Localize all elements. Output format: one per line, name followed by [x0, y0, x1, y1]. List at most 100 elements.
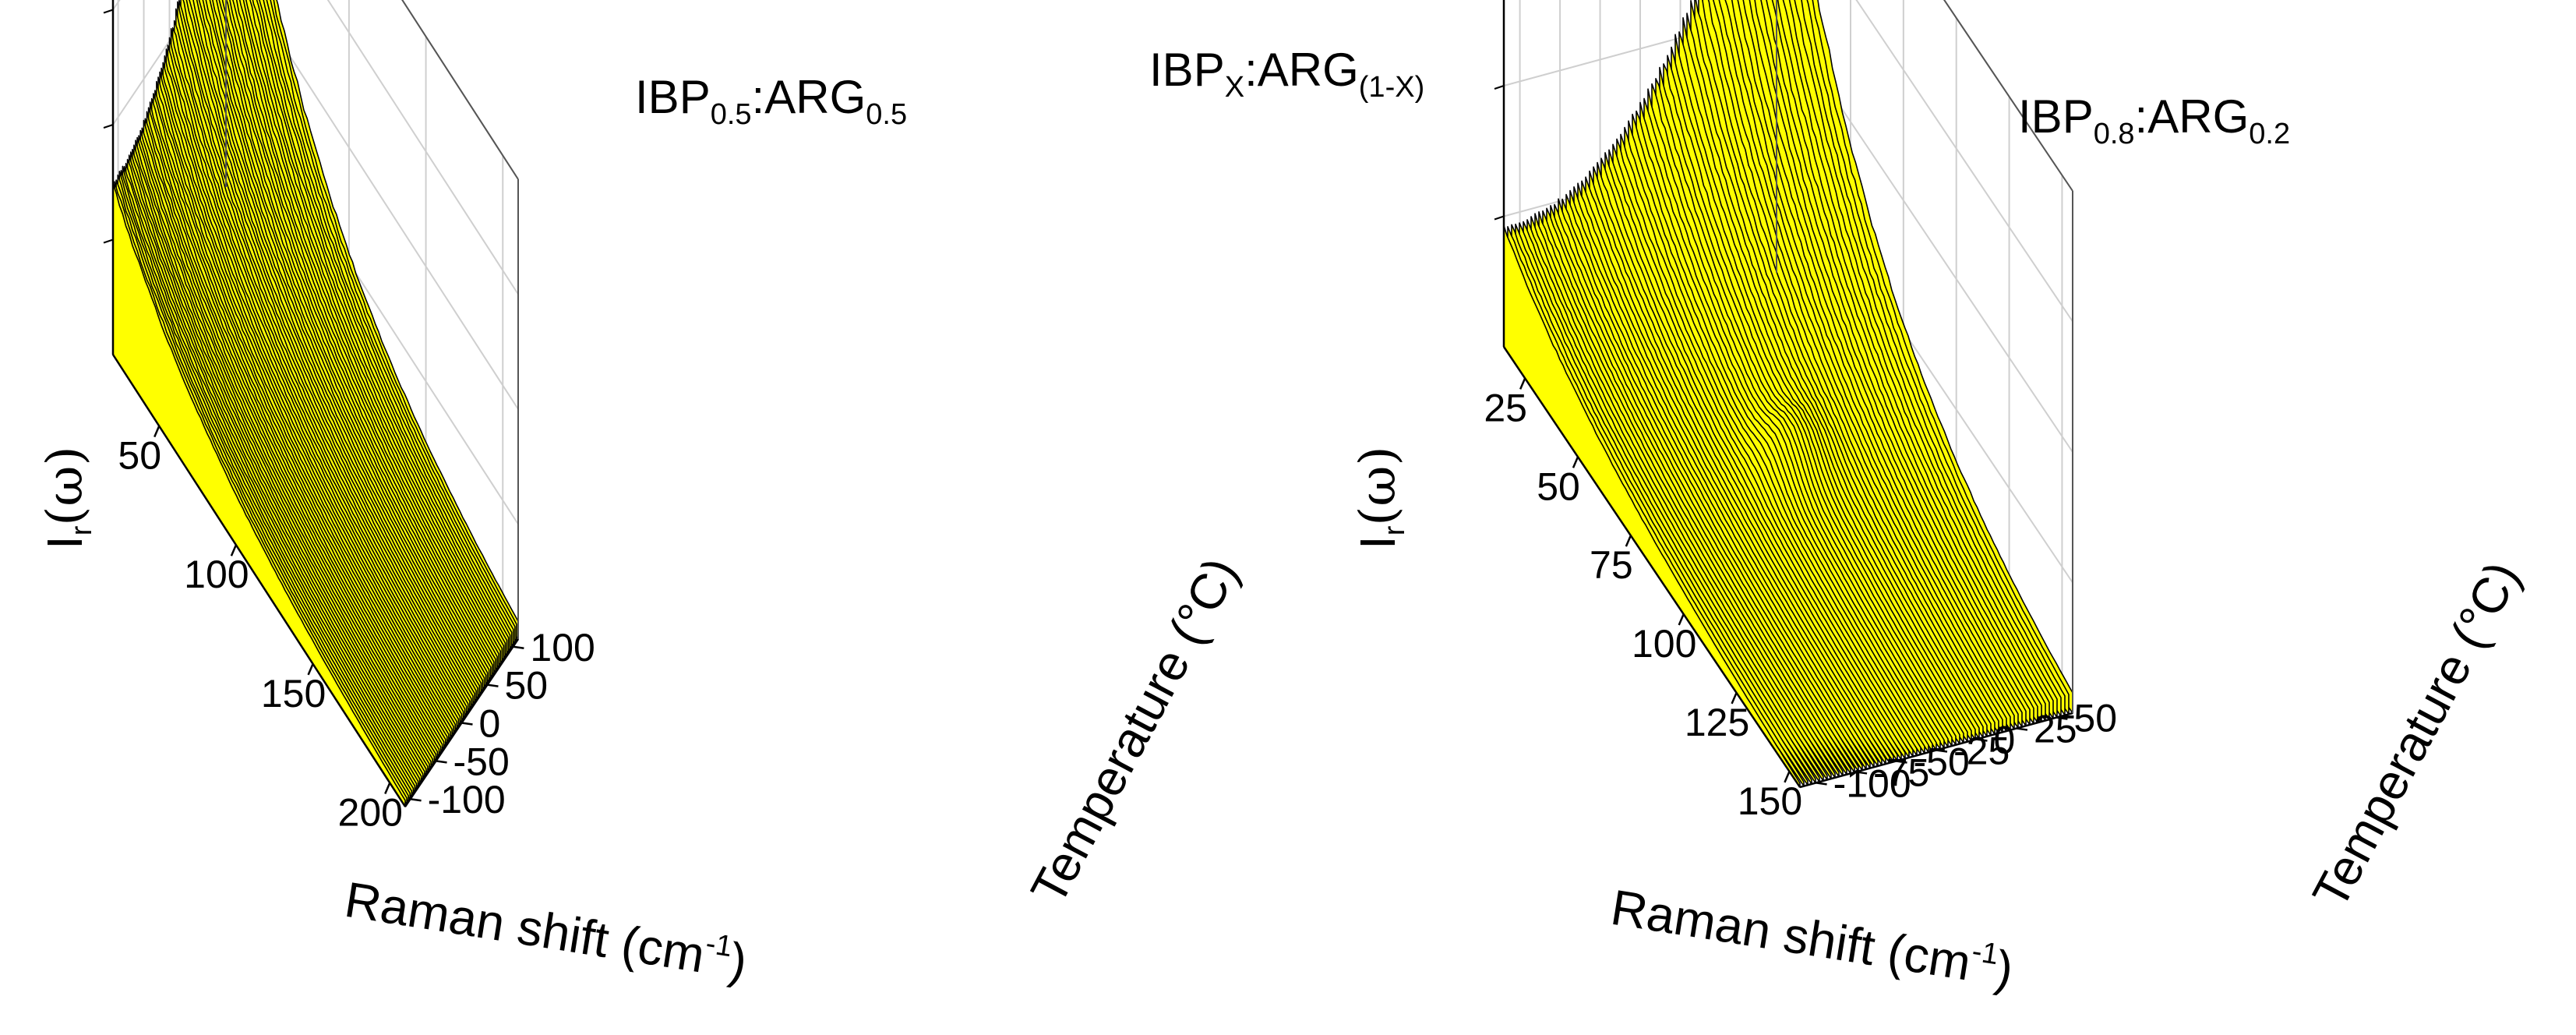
- spectrum-trace: [189, 0, 484, 693]
- z-tick: [103, 238, 114, 244]
- spectrum-trace: [115, 179, 409, 803]
- x-axis-label: Raman shift (cm-1): [1607, 878, 2017, 998]
- spectrum-trace: [171, 26, 466, 719]
- spectrum-trace: [150, 97, 445, 751]
- spectrum-trace: [177, 1, 471, 712]
- y-tick-label: -50: [1914, 740, 1970, 783]
- x-tick-mark: [1572, 456, 1579, 468]
- spectrum-trace: [180, 0, 474, 707]
- spectrum-trace: [1561, 198, 1859, 772]
- spectrum-trace: [154, 90, 448, 745]
- spectrum-trace: [159, 71, 453, 738]
- top-back-edge: [401, 0, 519, 180]
- y-tick-mark: [2016, 727, 2028, 731]
- spectrum-trace: [126, 158, 421, 786]
- spectrum-trace: [183, 0, 477, 702]
- y-tick-mark: [1976, 738, 1988, 742]
- spectrum-trace: [139, 129, 433, 767]
- spectrum-trace: [175, 8, 469, 714]
- spectrum-trace: [206, 0, 499, 669]
- z-tick: [1494, 215, 1505, 221]
- spectrum-trace: [147, 107, 442, 755]
- spectrum-trace: [149, 101, 443, 753]
- y-tick-mark: [2056, 716, 2068, 720]
- spectrum-trace: [1593, 166, 1890, 764]
- spectrum-trace: [167, 44, 461, 726]
- raman-shift-ticks: 50 100 150 200: [118, 426, 403, 834]
- x-tick-mark: [154, 426, 161, 438]
- spectrum-trace: [1558, 198, 1855, 773]
- spectrum-trace: [186, 0, 481, 698]
- spectrum-trace: [141, 127, 436, 765]
- panel-title: IBP0.8:ARG0.2: [2018, 90, 2290, 150]
- spectrum-trace: [1636, 110, 1933, 752]
- figure-title: IBPX:ARG(1-X): [1149, 44, 1424, 104]
- x-tick-label: 50: [118, 434, 161, 478]
- spectrum-trace: [1608, 149, 1906, 760]
- y-tick-mark: [513, 645, 524, 650]
- spectrum-trace: [1546, 207, 1844, 776]
- spectrum-trace: [1573, 186, 1871, 769]
- y-tick-label: -50: [453, 740, 510, 783]
- spectrum-trace: [1616, 138, 1914, 758]
- x-tick-label: 50: [1537, 465, 1580, 508]
- y-tick-label: -75: [1873, 751, 1929, 794]
- spectrum-trace: [168, 37, 463, 724]
- x-tick-mark: [307, 663, 314, 676]
- x-axis-line: [1502, 346, 1801, 788]
- spectrum-trace: [1620, 133, 1918, 757]
- spectrum-trace: [1550, 205, 1847, 775]
- spectrum-trace: [144, 118, 439, 760]
- spectrum-trace: [114, 181, 408, 805]
- x-tick-label: 100: [1632, 622, 1696, 666]
- spectrum-trace: [165, 48, 460, 729]
- x-tick-mark: [1784, 771, 1791, 783]
- spectrum-trace: [1639, 101, 1937, 751]
- z-axis-label: Ir(ω): [37, 446, 98, 549]
- x-tick-mark: [384, 782, 391, 794]
- spectrum-trace: [1663, 63, 1960, 745]
- y-tick-label: 50: [504, 664, 548, 708]
- spectrum-trace: [1511, 224, 1808, 786]
- x-tick-label: 100: [184, 553, 249, 596]
- spectrum-trace: [1651, 83, 1949, 748]
- spectrum-trace: [1632, 113, 1929, 753]
- spectrum-trace: [146, 111, 440, 758]
- spectrum-trace: [1523, 221, 1820, 782]
- x-tick-mark: [1519, 377, 1526, 390]
- spectrum-trace: [1600, 157, 1898, 761]
- spectrum-trace: [162, 62, 456, 733]
- spectrum-trace: [1760, 0, 2058, 719]
- spectrum-trace: [125, 162, 419, 789]
- spectrum-trace: [138, 135, 432, 769]
- spectrum-trace: [157, 76, 451, 740]
- spectrum-trace: [1585, 176, 1883, 766]
- spectrum-trace: [130, 151, 424, 781]
- spectrum-trace: [1515, 223, 1812, 785]
- spectrum-trace: [1577, 182, 1875, 768]
- x-tick-label: 25: [1484, 386, 1527, 429]
- spectrum-trace: [128, 154, 422, 784]
- spectrum-trace: [1628, 120, 1925, 754]
- plot-frame: [1494, 0, 2073, 789]
- spectrum-trace: [1569, 189, 1867, 770]
- spectrum-trace: [132, 148, 425, 779]
- spectrum-trace: [133, 144, 427, 776]
- spectrum-trace: [1542, 210, 1840, 778]
- spectrum-trace: [170, 28, 464, 722]
- spectrum-trace: [1526, 219, 1824, 782]
- spectra-surface: [1503, 0, 2073, 788]
- spectrum-trace: [1554, 203, 1851, 775]
- spectrum-trace: [182, 0, 475, 705]
- spectrum-trace: [1764, 0, 2062, 717]
- spectrum-trace: [1643, 97, 1941, 750]
- spectrum-trace: [135, 140, 429, 774]
- spectrum-trace: [164, 55, 458, 731]
- spectrum-trace: [178, 0, 472, 709]
- y-tick-mark: [1816, 782, 1827, 786]
- spectrum-trace: [1659, 66, 1957, 746]
